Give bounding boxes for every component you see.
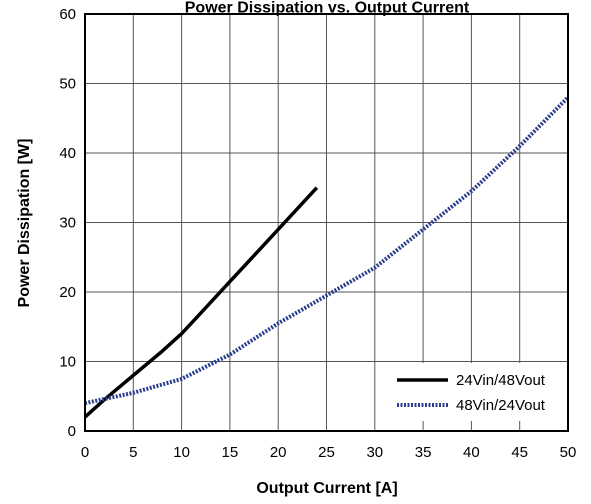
plot-frame <box>84 13 569 432</box>
x-tick-label: 35 <box>415 444 432 461</box>
x-tick-label: 5 <box>129 444 137 461</box>
x-tick-label: 30 <box>366 444 383 461</box>
chart-title: Power Dissipation vs. Output Current <box>185 0 470 16</box>
legend-label-24vin-48vout: 24Vin/48Vout <box>456 372 546 389</box>
x-axis-label: Output Current [A] <box>256 480 397 497</box>
series-layer <box>83 95 570 419</box>
y-tick-label: 10 <box>59 354 76 371</box>
x-tick-label: 15 <box>222 444 239 461</box>
legend-box <box>387 363 562 421</box>
x-axis-ticks: 0 5 10 15 20 25 30 35 40 45 50 <box>81 444 577 461</box>
series-line-48vin-24vout <box>84 95 570 406</box>
y-tick-label: 50 <box>59 76 76 93</box>
x-tick-label: 10 <box>173 444 190 461</box>
legend-label-48vin-24vout: 48Vin/24Vout <box>456 397 546 414</box>
y-axis-label: Power Dissipation [W] <box>16 139 33 308</box>
y-axis-ticks: 0 10 20 30 40 50 60 <box>59 6 76 440</box>
x-tick-label: 45 <box>511 444 528 461</box>
x-tick-label: 0 <box>81 444 89 461</box>
y-tick-label: 60 <box>59 6 76 23</box>
y-tick-label: 40 <box>59 145 76 162</box>
series-line-24vin-48vout <box>83 186 319 419</box>
x-tick-label: 25 <box>318 444 335 461</box>
y-tick-label: 20 <box>59 284 76 301</box>
y-tick-label: 30 <box>59 215 76 232</box>
x-tick-label: 50 <box>560 444 577 461</box>
y-tick-label: 0 <box>68 423 76 440</box>
legend: 24Vin/48Vout 48Vin/24Vout <box>387 363 562 421</box>
x-tick-label: 40 <box>463 444 480 461</box>
x-tick-label: 20 <box>270 444 287 461</box>
